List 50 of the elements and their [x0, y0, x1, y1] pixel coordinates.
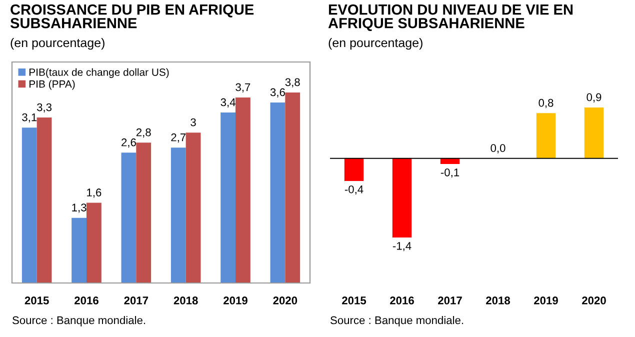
data-label: 3,8 — [285, 78, 300, 88]
data-label: 3,7 — [236, 83, 250, 92]
data-label: 2,8 — [136, 128, 151, 138]
legend-label: PIB (PPA) — [30, 80, 75, 90]
data-label: 3,3 — [36, 103, 52, 112]
x-tick-label: 2015 — [342, 296, 366, 304]
bar — [36, 118, 52, 283]
legend-label: PIB(taux de change dollar US) — [30, 68, 169, 78]
chart-title: CROISSANCE DU PIB EN AFRIQUE SUBSAHARIENNE — [10, 4, 254, 28]
data-label: 2,6 — [122, 138, 136, 148]
chart-subtitle: (en pourcentage) — [10, 38, 104, 50]
bar — [121, 152, 136, 283]
data-label: 1,3 — [72, 204, 86, 213]
x-tick-label: 2019 — [224, 296, 248, 304]
bar — [236, 97, 250, 283]
x-tick-label: 2016 — [74, 296, 98, 304]
data-label: 0,8 — [538, 98, 554, 108]
source-note: Source : Banque mondiale. — [330, 316, 464, 326]
x-tick-label: 2016 — [390, 296, 414, 304]
bar — [72, 218, 86, 283]
source-note: Source : Banque mondiale. — [12, 316, 146, 326]
bar — [136, 142, 152, 283]
x-tick-label: 2019 — [534, 296, 558, 304]
bar — [220, 112, 236, 283]
data-label: -1,4 — [392, 242, 412, 252]
bar — [86, 202, 102, 283]
data-label: 2,7 — [171, 133, 186, 143]
bar — [285, 92, 300, 283]
data-label: 3 — [190, 118, 196, 126]
data-label: 3,1 — [22, 113, 37, 123]
bar — [270, 102, 286, 283]
x-tick-label: 2020 — [273, 296, 298, 304]
bar — [170, 148, 186, 283]
data-label: 0,9 — [586, 93, 602, 102]
x-tick-label: 2018 — [486, 296, 510, 304]
data-label: -0,1 — [440, 168, 460, 178]
data-label: 3,4 — [220, 98, 236, 108]
x-tick-label: 2017 — [438, 296, 462, 304]
x-tick-label: 2015 — [24, 296, 49, 304]
data-label: -0,4 — [344, 185, 364, 195]
bar — [186, 132, 201, 283]
x-tick-label: 2018 — [174, 296, 198, 304]
x-tick-label: 2020 — [582, 296, 606, 304]
data-label: 0,0 — [490, 144, 506, 154]
x-tick-label: 2017 — [124, 296, 148, 304]
bar — [22, 128, 37, 283]
data-label: 3,6 — [270, 88, 285, 98]
chart-title: EVOLUTION DU NIVEAU DE VIE EN AFRIQUE SUBSAHARIENNE — [328, 4, 573, 32]
data-label: 1,6 — [87, 188, 102, 198]
chart-subtitle: (en pourcentage) — [328, 38, 422, 50]
